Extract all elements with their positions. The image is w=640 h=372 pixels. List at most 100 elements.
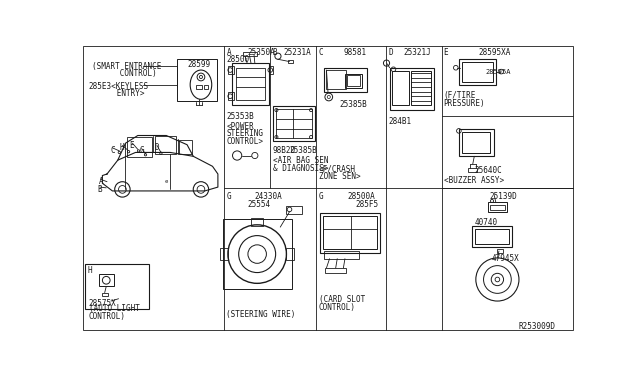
Text: G: G — [319, 192, 323, 202]
Bar — [269, 66, 273, 74]
Text: 28595A: 28595A — [485, 69, 511, 75]
Bar — [232, 63, 269, 106]
Text: ZONE SEN>: ZONE SEN> — [319, 173, 360, 182]
Bar — [223, 219, 292, 289]
Text: D: D — [388, 48, 393, 58]
Bar — [236, 68, 265, 100]
Text: 47945X: 47945X — [492, 254, 520, 263]
Text: (CARD SLOT: (CARD SLOT — [319, 295, 365, 304]
Bar — [488, 202, 508, 212]
Bar — [459, 129, 493, 156]
Bar — [155, 136, 176, 154]
Text: 25139D: 25139D — [490, 192, 518, 202]
Text: CONTROL): CONTROL) — [88, 312, 125, 321]
Text: B: B — [97, 185, 102, 194]
Bar — [251, 218, 263, 225]
Text: 98B20: 98B20 — [273, 146, 296, 155]
Bar — [326, 70, 346, 89]
Bar — [287, 248, 294, 260]
Bar — [324, 251, 359, 259]
Bar — [287, 206, 302, 214]
Text: 25321J: 25321J — [403, 48, 431, 58]
Bar — [127, 137, 152, 157]
Bar — [228, 92, 234, 100]
Bar — [204, 85, 208, 89]
Bar — [276, 109, 312, 138]
Bar — [325, 268, 346, 273]
Text: H: H — [119, 143, 124, 152]
Text: 284B1: 284B1 — [388, 117, 411, 126]
Text: 40740: 40740 — [474, 218, 497, 227]
Text: <POWER: <POWER — [227, 122, 254, 131]
Bar — [102, 293, 108, 296]
Text: 24330A: 24330A — [255, 192, 283, 202]
Bar — [472, 225, 512, 247]
Text: E: E — [444, 48, 448, 58]
Text: D: D — [155, 143, 159, 152]
Bar — [324, 68, 367, 92]
Text: C: C — [110, 146, 115, 155]
Bar — [390, 68, 435, 110]
Bar — [348, 76, 360, 86]
Text: G: G — [227, 192, 231, 202]
Text: (SMART ENTRANCE: (SMART ENTRANCE — [92, 62, 162, 71]
Bar — [462, 62, 493, 82]
Bar — [243, 52, 257, 56]
Text: 25350A: 25350A — [247, 48, 275, 58]
Bar — [179, 140, 192, 154]
Bar — [99, 274, 114, 286]
Text: H: H — [88, 266, 92, 275]
Bar — [490, 205, 505, 210]
Text: 28595XA: 28595XA — [478, 48, 511, 58]
Text: CONTROL>: CONTROL> — [227, 137, 264, 146]
Text: 98581: 98581 — [344, 48, 367, 58]
Text: A: A — [227, 48, 231, 58]
Bar — [468, 168, 477, 172]
Bar — [86, 264, 148, 309]
Text: CONTROL): CONTROL) — [92, 69, 157, 78]
Text: 285F5: 285F5 — [355, 200, 378, 209]
Bar — [228, 66, 234, 74]
Text: <AIR BAG SEN: <AIR BAG SEN — [273, 156, 328, 165]
Text: 28500: 28500 — [227, 55, 250, 64]
Bar — [462, 132, 490, 153]
Text: 25385B: 25385B — [289, 146, 317, 155]
Bar — [475, 229, 509, 244]
Text: (AUTO LIGHT: (AUTO LIGHT — [88, 304, 140, 313]
Text: 25385B: 25385B — [340, 100, 367, 109]
Text: 25640C: 25640C — [474, 166, 502, 175]
Text: <F/CRASH: <F/CRASH — [319, 165, 356, 174]
Bar — [273, 106, 315, 141]
Text: & DIAGNOSIS>: & DIAGNOSIS> — [273, 164, 328, 173]
Text: E: E — [129, 141, 134, 150]
Text: 285E3<KEYLESS: 285E3<KEYLESS — [88, 81, 148, 91]
Text: R253009D: R253009D — [519, 322, 556, 331]
Text: 28599: 28599 — [188, 60, 211, 69]
Text: PRESSURE): PRESSURE) — [444, 99, 485, 108]
Text: B: B — [273, 48, 277, 58]
Bar — [392, 71, 409, 105]
Text: <BUZZER ASSY>: <BUZZER ASSY> — [444, 176, 504, 185]
Text: 25554: 25554 — [247, 200, 270, 209]
Bar — [196, 85, 202, 89]
Text: 28500A: 28500A — [348, 192, 375, 202]
Text: (F/TIRE: (F/TIRE — [444, 91, 476, 100]
Bar — [320, 212, 380, 253]
Bar — [220, 248, 228, 260]
Text: 25353B: 25353B — [227, 112, 254, 121]
Bar — [323, 216, 378, 250]
Text: STEERING: STEERING — [227, 129, 264, 138]
Bar — [459, 58, 496, 86]
Text: e: e — [164, 179, 168, 185]
Bar — [497, 249, 503, 253]
Text: (STEERING WIRE): (STEERING WIRE) — [227, 310, 296, 319]
Text: G: G — [140, 146, 144, 155]
Bar — [345, 74, 362, 88]
Text: C: C — [319, 48, 323, 58]
Text: A: A — [99, 177, 103, 186]
Text: 25231A: 25231A — [284, 48, 311, 58]
Bar — [411, 71, 431, 105]
Bar — [177, 58, 217, 101]
Text: 28575X: 28575X — [88, 299, 116, 308]
Bar — [288, 60, 292, 63]
